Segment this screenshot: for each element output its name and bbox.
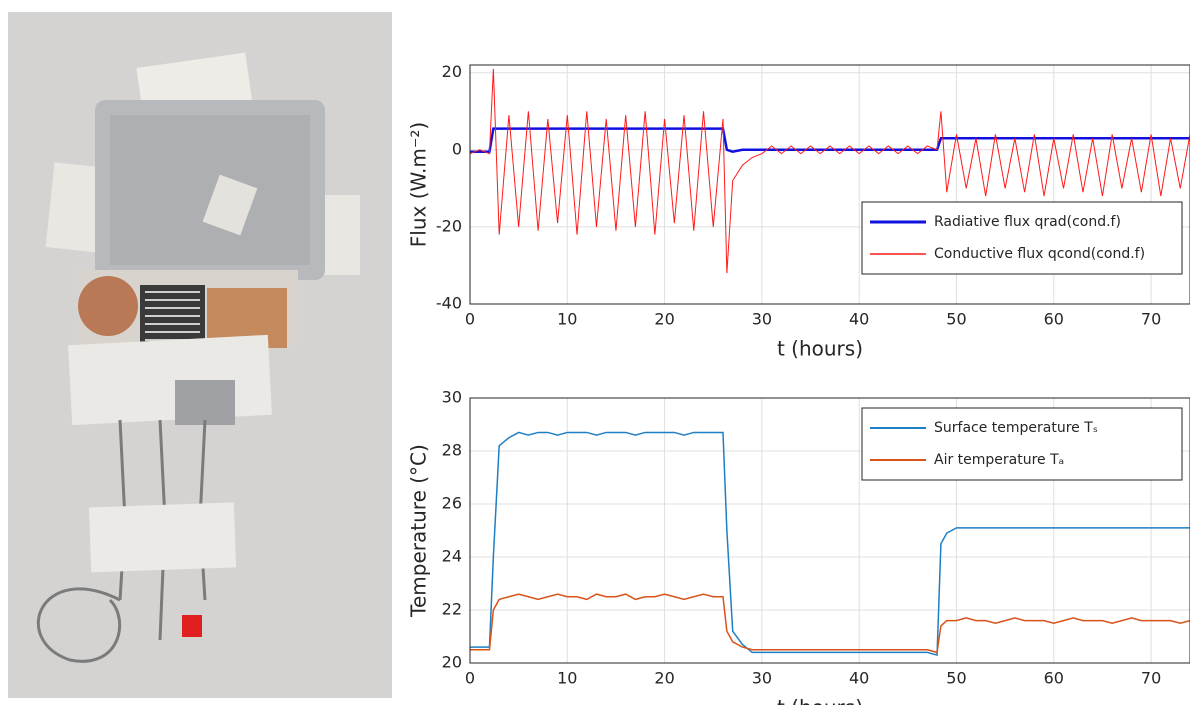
- y-tick-label: 26: [442, 494, 462, 513]
- plot-frame: [469, 397, 1190, 664]
- x-tick-label: 30: [752, 669, 772, 688]
- legend-label: Air temperature Tₐ: [934, 452, 1064, 468]
- legend-box: [861, 407, 1183, 481]
- legend-label: Surface temperature Tₛ: [934, 420, 1098, 436]
- x-tick-label: 70: [1141, 669, 1161, 688]
- x-tick-label: 70: [1141, 310, 1161, 329]
- y-tick-label: -20: [436, 216, 462, 235]
- x-tick-label: 10: [557, 310, 577, 329]
- y-axis-label: Flux (W.m⁻²): [407, 122, 431, 247]
- y-tick-label: 20: [442, 653, 462, 672]
- y-tick-label: 20: [442, 62, 462, 81]
- x-tick-label: 50: [946, 310, 966, 329]
- legend-box: [861, 201, 1183, 275]
- x-axis-label: t (hours): [777, 696, 863, 705]
- photo: [8, 12, 392, 698]
- y-tick-label: 28: [442, 441, 462, 460]
- y-tick-label: 30: [442, 388, 462, 407]
- legend-label: Radiative flux qrad(cond.f): [934, 214, 1121, 230]
- data-line: [470, 68, 1190, 274]
- x-axis-label: t (hours): [777, 337, 863, 361]
- x-tick-label: 40: [849, 310, 869, 329]
- legend-label: Conductive flux qcond(cond.f): [934, 246, 1145, 262]
- x-tick-label: 10: [557, 669, 577, 688]
- data-line: [470, 593, 1190, 654]
- y-tick-label: 22: [442, 600, 462, 619]
- x-tick-label: 60: [1044, 669, 1064, 688]
- x-tick-label: 20: [654, 669, 674, 688]
- x-tick-label: 20: [654, 310, 674, 329]
- x-tick-label: 50: [946, 669, 966, 688]
- x-tick-label: 40: [849, 669, 869, 688]
- x-tick-label: 0: [465, 310, 475, 329]
- y-tick-label: -40: [436, 294, 462, 313]
- x-tick-label: 0: [465, 669, 475, 688]
- x-tick-label: 30: [752, 310, 772, 329]
- data-line: [470, 431, 1190, 657]
- y-tick-label: 0: [452, 139, 462, 158]
- plot-frame: [469, 64, 1190, 305]
- y-tick-label: 24: [442, 547, 462, 566]
- y-axis-label: Temperature (°C): [407, 444, 431, 618]
- x-tick-label: 60: [1044, 310, 1064, 329]
